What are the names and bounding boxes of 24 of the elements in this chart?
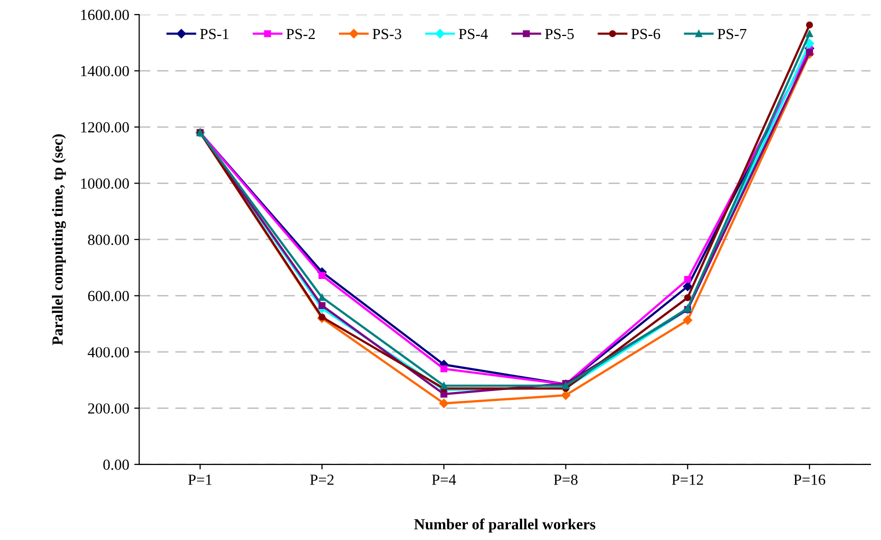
x-tick-label: P=12	[672, 474, 703, 485]
x-tick-label: P=1	[188, 474, 212, 485]
y-tick-label: 1000.00	[81, 178, 129, 189]
legend-label: PS-1	[200, 28, 228, 40]
legend-label: PS-2	[286, 28, 315, 40]
y-tick-label: 1400.00	[81, 66, 129, 76]
y-axis-title: Parallel computing time, tp (sec)	[52, 134, 66, 346]
x-tick-label: P=2	[310, 474, 334, 485]
y-tick-label: 400.00	[88, 347, 129, 358]
y-tick-label: 1200.00	[81, 122, 129, 133]
x-tick-label: P=8	[554, 474, 578, 485]
legend-label: PS-6	[631, 28, 660, 40]
y-tick-label: 200.00	[88, 403, 129, 414]
legend-label: PS-5	[545, 28, 574, 40]
x-axis-title: Number of parallel workers	[414, 518, 596, 533]
y-tick-label: 800.00	[88, 234, 129, 246]
y-tick-label: 1600.00	[81, 10, 129, 20]
x-tick-label: P=4	[432, 474, 456, 485]
y-tick-label: 600.00	[88, 290, 129, 302]
legend-label: PS-3	[372, 28, 402, 40]
x-tick-label: P=16	[794, 474, 826, 485]
legend-label: PS-4	[458, 28, 488, 40]
legend-label: PS-7	[718, 28, 746, 40]
y-tick-label: 0.00	[103, 460, 129, 470]
